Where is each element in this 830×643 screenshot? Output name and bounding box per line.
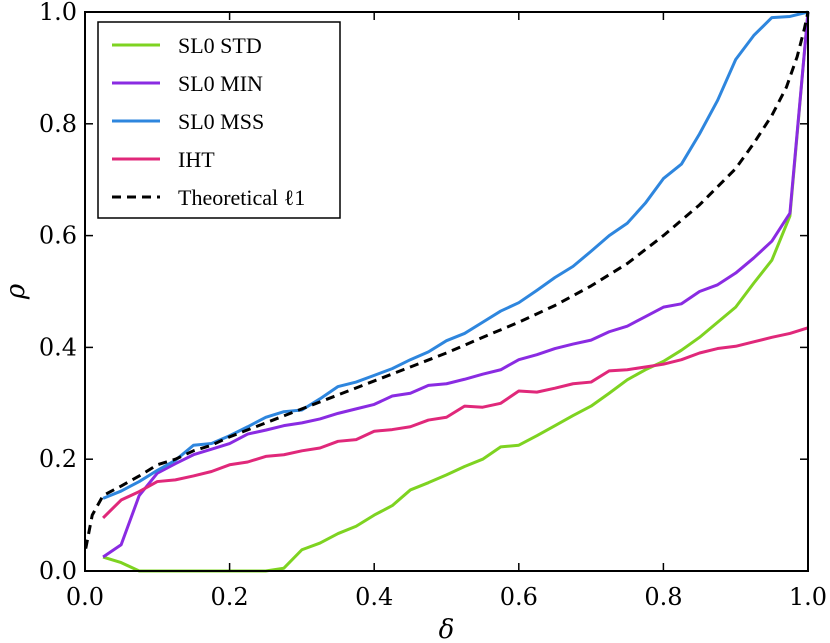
legend-label: SL0 MIN (178, 71, 263, 96)
plot-frame (84, 11, 809, 572)
x-tick-label: 0.8 (644, 583, 682, 611)
x-tick-label: 0.6 (500, 583, 538, 611)
x-tick-label: 0.2 (211, 583, 249, 611)
y-tick-label: 0.2 (39, 445, 77, 473)
x-axis-label: δ (439, 615, 455, 643)
y-tick-label: 1.0 (39, 0, 77, 26)
legend-label: SL0 STD (178, 33, 262, 58)
y-tick-label: 0.8 (39, 110, 77, 138)
series-line-sl0-min (102, 11, 810, 559)
y-tick-label: 0.0 (39, 557, 77, 585)
legend-label: SL0 MSS (178, 109, 264, 134)
series-line-iht (102, 326, 809, 519)
y-tick-label: 0.4 (39, 333, 77, 361)
legend-label: IHT (178, 147, 215, 172)
x-tick-label: 0.0 (66, 583, 104, 611)
tick-labels: 0.0 0.2 0.4 0.6 0.8 1.0 0.0 0.2 0.4 0.6 0.8 1.0 (39, 0, 827, 611)
x-tick-label: 0.4 (355, 583, 393, 611)
series-lines (84, 10, 810, 573)
legend: SL0 STD SL0 MIN SL0 MSS IHT Theoretical ℓ1 (97, 21, 341, 219)
x-tick-label: 1.0 (789, 583, 827, 611)
legend-label: Theoretical ℓ1 (178, 185, 305, 210)
y-tick-label: 0.6 (39, 222, 77, 250)
axis-ticks (84, 11, 809, 572)
series-line-theoretical-1 (84, 11, 810, 549)
y-axis-label: ρ (1, 283, 31, 300)
